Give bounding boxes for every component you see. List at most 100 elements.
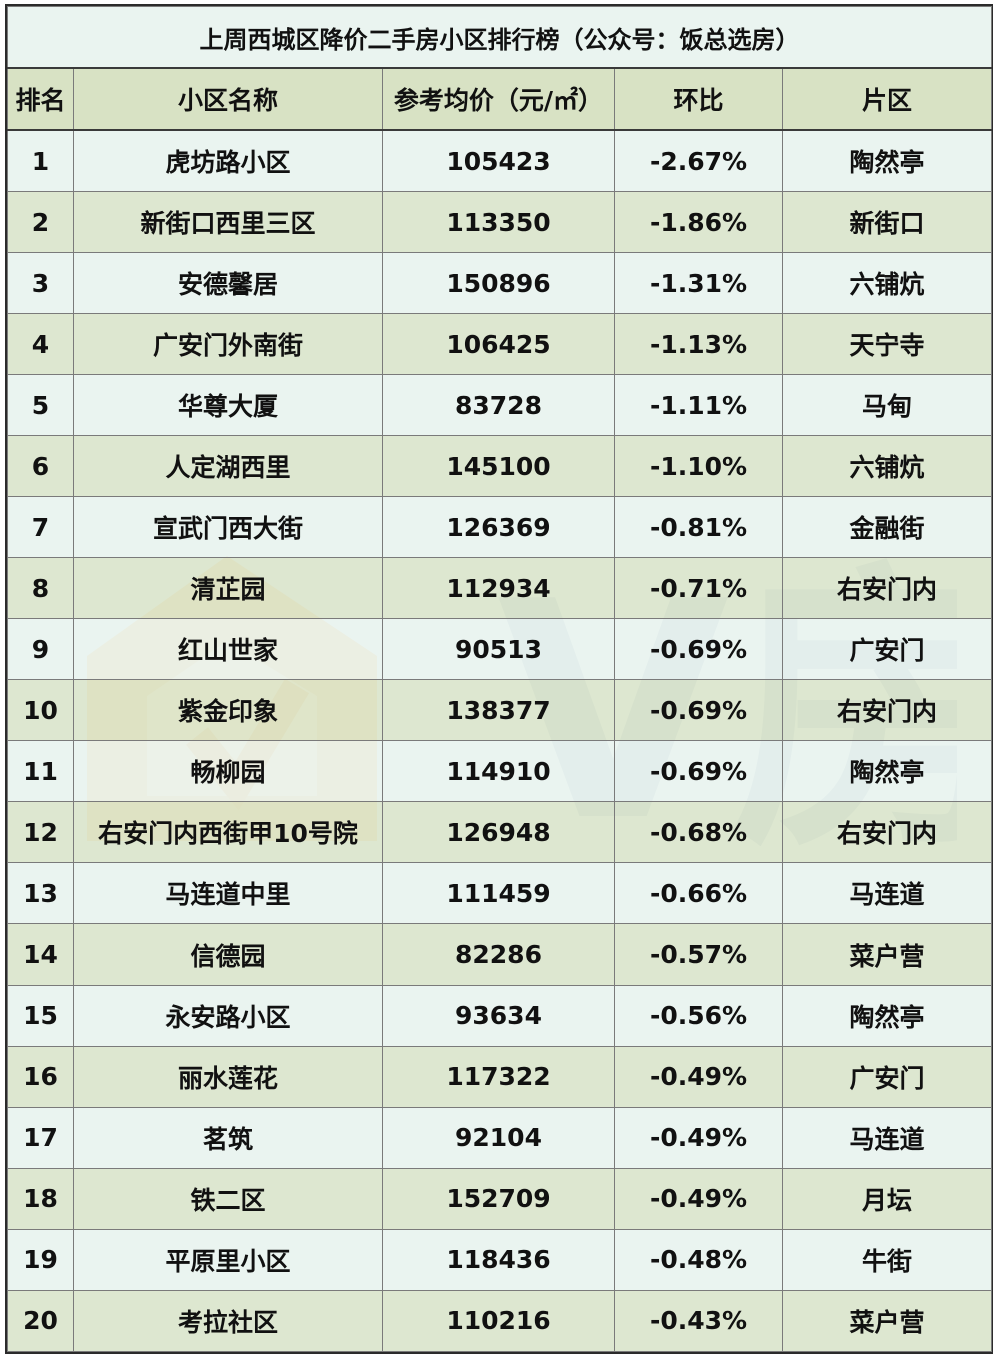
cell-district: 广安门: [781, 618, 993, 681]
cell-district: 广安门: [781, 1045, 993, 1108]
cell-rank: 5: [7, 374, 74, 437]
cell-avg-price: 83728: [382, 374, 615, 437]
table-row: 2 新街口西里三区 113350 -1.86% 新街口: [7, 191, 993, 254]
ranking-table-container: V房 上周西城区降价二手房小区排行榜（公众号：饭总选房） 排名 小区名称 参考均…: [5, 4, 993, 1354]
cell-avg-price: 118436: [382, 1228, 615, 1291]
cell-community-name: 右安门内西街甲10号院: [73, 801, 383, 864]
cell-change: -0.69%: [614, 740, 783, 803]
cell-change: -1.13%: [614, 313, 783, 376]
cell-community-name: 茗筑: [73, 1106, 383, 1169]
cell-avg-price: 150896: [382, 252, 615, 315]
table-row: 20 考拉社区 110216 -0.43% 菜户营: [7, 1289, 993, 1353]
cell-change: -0.56%: [614, 984, 783, 1047]
table-row: 3 安德馨居 150896 -1.31% 六铺炕: [7, 252, 993, 315]
cell-rank: 13: [7, 862, 74, 925]
cell-rank: 1: [7, 129, 74, 193]
cell-avg-price: 113350: [382, 191, 615, 254]
cell-rank: 20: [7, 1289, 74, 1353]
header-change: 环比: [614, 67, 783, 132]
cell-community-name: 清芷园: [73, 557, 383, 620]
cell-district: 天宁寺: [781, 313, 993, 376]
cell-rank: 12: [7, 801, 74, 864]
cell-avg-price: 90513: [382, 618, 615, 681]
table-row: 9 红山世家 90513 -0.69% 广安门: [7, 618, 993, 681]
cell-district: 六铺炕: [781, 435, 993, 498]
cell-change: -1.86%: [614, 191, 783, 254]
header-avg-price: 参考均价（元/㎡）: [382, 67, 615, 132]
cell-rank: 3: [7, 252, 74, 315]
cell-district: 右安门内: [781, 679, 993, 742]
cell-community-name: 永安路小区: [73, 984, 383, 1047]
cell-district: 右安门内: [781, 801, 993, 864]
cell-avg-price: 82286: [382, 923, 615, 986]
cell-rank: 19: [7, 1228, 74, 1291]
cell-district: 菜户营: [781, 923, 993, 986]
cell-avg-price: 110216: [382, 1289, 615, 1353]
cell-district: 新街口: [781, 191, 993, 254]
cell-district: 右安门内: [781, 557, 993, 620]
header-community-name: 小区名称: [73, 67, 383, 132]
cell-district: 菜户营: [781, 1289, 993, 1353]
cell-change: -0.48%: [614, 1228, 783, 1291]
table-row: 15 永安路小区 93634 -0.56% 陶然亭: [7, 984, 993, 1047]
cell-change: -1.11%: [614, 374, 783, 437]
cell-district: 陶然亭: [781, 740, 993, 803]
cell-avg-price: 106425: [382, 313, 615, 376]
cell-rank: 17: [7, 1106, 74, 1169]
cell-rank: 9: [7, 618, 74, 681]
cell-district: 马甸: [781, 374, 993, 437]
cell-change: -0.57%: [614, 923, 783, 986]
table-row: 5 华尊大厦 83728 -1.11% 马甸: [7, 374, 993, 437]
cell-community-name: 紫金印象: [73, 679, 383, 742]
cell-avg-price: 145100: [382, 435, 615, 498]
ranking-table: 上周西城区降价二手房小区排行榜（公众号：饭总选房） 排名 小区名称 参考均价（元…: [6, 6, 993, 1353]
table-row: 8 清芷园 112934 -0.71% 右安门内: [7, 557, 993, 620]
cell-community-name: 丽水莲花: [73, 1045, 383, 1108]
cell-change: -0.49%: [614, 1167, 783, 1230]
cell-community-name: 新街口西里三区: [73, 191, 383, 254]
cell-district: 陶然亭: [781, 129, 993, 193]
cell-community-name: 人定湖西里: [73, 435, 383, 498]
cell-avg-price: 111459: [382, 862, 615, 925]
cell-change: -1.10%: [614, 435, 783, 498]
cell-rank: 7: [7, 496, 74, 559]
cell-change: -2.67%: [614, 129, 783, 193]
cell-change: -0.81%: [614, 496, 783, 559]
cell-community-name: 华尊大厦: [73, 374, 383, 437]
cell-rank: 6: [7, 435, 74, 498]
cell-change: -0.71%: [614, 557, 783, 620]
cell-change: -0.49%: [614, 1106, 783, 1169]
table-row: 6 人定湖西里 145100 -1.10% 六铺炕: [7, 435, 993, 498]
cell-rank: 2: [7, 191, 74, 254]
cell-avg-price: 126369: [382, 496, 615, 559]
cell-community-name: 畅柳园: [73, 740, 383, 803]
table-row: 1 虎坊路小区 105423 -2.67% 陶然亭: [7, 129, 993, 193]
cell-rank: 4: [7, 313, 74, 376]
cell-rank: 15: [7, 984, 74, 1047]
table-row: 10 紫金印象 138377 -0.69% 右安门内: [7, 679, 993, 742]
cell-rank: 8: [7, 557, 74, 620]
cell-community-name: 马连道中里: [73, 862, 383, 925]
header-row: 排名 小区名称 参考均价（元/㎡） 环比 片区: [7, 67, 993, 132]
cell-change: -1.31%: [614, 252, 783, 315]
cell-change: -0.69%: [614, 618, 783, 681]
cell-avg-price: 117322: [382, 1045, 615, 1108]
cell-change: -0.43%: [614, 1289, 783, 1353]
header-district: 片区: [781, 67, 993, 132]
table-row: 14 信德园 82286 -0.57% 菜户营: [7, 923, 993, 986]
header-rank: 排名: [7, 67, 74, 132]
cell-rank: 11: [7, 740, 74, 803]
cell-rank: 10: [7, 679, 74, 742]
cell-community-name: 考拉社区: [73, 1289, 383, 1353]
table-row: 16 丽水莲花 117322 -0.49% 广安门: [7, 1045, 993, 1108]
cell-district: 六铺炕: [781, 252, 993, 315]
table-row: 12 右安门内西街甲10号院 126948 -0.68% 右安门内: [7, 801, 993, 864]
cell-avg-price: 114910: [382, 740, 615, 803]
cell-community-name: 红山世家: [73, 618, 383, 681]
cell-avg-price: 126948: [382, 801, 615, 864]
table-row: 13 马连道中里 111459 -0.66% 马连道: [7, 862, 993, 925]
cell-community-name: 安德馨居: [73, 252, 383, 315]
cell-avg-price: 138377: [382, 679, 615, 742]
cell-avg-price: 92104: [382, 1106, 615, 1169]
cell-district: 马连道: [781, 862, 993, 925]
